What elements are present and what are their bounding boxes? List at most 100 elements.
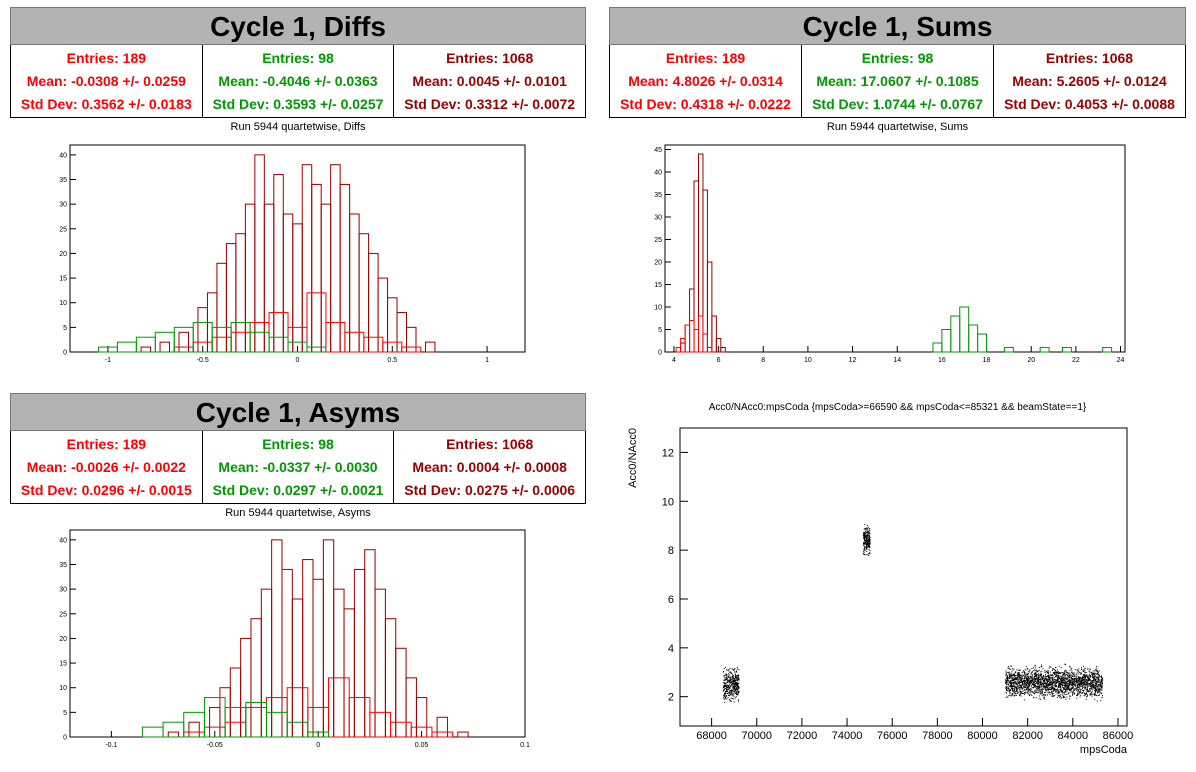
scatter-point [728, 675, 730, 677]
scatter-point [1064, 675, 1066, 677]
scatter-point [1018, 684, 1020, 686]
scatter-point [1076, 688, 1078, 690]
scatter-point [724, 697, 726, 699]
scatter-point [1023, 692, 1025, 694]
scatter-point [1077, 689, 1079, 691]
scatter-point [1069, 684, 1071, 686]
scatter-point [867, 530, 869, 532]
scatter-point [1075, 688, 1077, 690]
scatter-point [1058, 694, 1060, 696]
scatter-point [1059, 672, 1061, 674]
scatter-point [1040, 690, 1042, 692]
scatter-point [1076, 686, 1078, 688]
scatter-point [1054, 669, 1056, 671]
scatter-point [1026, 667, 1028, 669]
scatter-point [732, 680, 734, 682]
scatter-point [1016, 679, 1018, 681]
scatter-point [1083, 682, 1085, 684]
scatter-point [1048, 677, 1050, 679]
scatter-point [1042, 680, 1044, 682]
scatter-point [867, 534, 869, 536]
scatter-point [1056, 673, 1058, 675]
scatter-point [732, 690, 734, 692]
scatter-point [1040, 686, 1042, 688]
scatter-point [1043, 697, 1045, 699]
histogram-bar [401, 346, 422, 353]
scatter-point [1030, 680, 1032, 682]
scatter-point [1014, 693, 1016, 695]
scatter-point [1038, 688, 1040, 690]
scatter-point [1032, 680, 1034, 682]
scatter-point [1074, 668, 1076, 670]
scatter-point [1063, 696, 1065, 698]
scatter-point [1029, 688, 1031, 690]
scatter-point [1040, 666, 1042, 668]
scatter-point [1019, 689, 1021, 691]
scatter-point [1041, 688, 1043, 690]
y-tick-label: 45 [654, 147, 662, 154]
scatter-point [738, 669, 740, 671]
histogram-bar [268, 312, 289, 353]
scatter-point [865, 528, 867, 530]
scatter-point [1022, 693, 1024, 695]
scatter-point [1069, 698, 1071, 700]
scatter-point [1087, 685, 1089, 687]
scatter-point [1024, 677, 1026, 679]
scatter-point [1014, 682, 1016, 684]
scatter-point [1017, 686, 1019, 688]
scatter-point [1080, 679, 1082, 681]
scatter-point [1027, 688, 1029, 690]
scatter-point [1063, 673, 1065, 675]
scatter-point [1077, 681, 1079, 683]
scatter-point [736, 686, 738, 688]
scatter-point [1071, 694, 1073, 696]
scatter-point [1043, 679, 1045, 681]
scatter-point [1049, 694, 1051, 696]
scatter-point [735, 686, 737, 688]
scatter-point [736, 690, 738, 692]
scatter-point [1037, 687, 1039, 689]
scatter-point [869, 542, 871, 544]
scatter-point [1082, 685, 1084, 687]
scatter-point [729, 690, 731, 692]
scatter-points [722, 523, 1104, 703]
scatter-point [1092, 673, 1094, 675]
scatter-point [1026, 674, 1028, 676]
scatter-point [1071, 692, 1073, 694]
scatter-point [1064, 683, 1066, 685]
scatter-point [1093, 686, 1095, 688]
scatter-point [863, 548, 865, 550]
scatter-point [1061, 676, 1063, 678]
scatter-point [1019, 680, 1021, 682]
scatter-point [1076, 684, 1078, 686]
scatter-point [1028, 684, 1030, 686]
scatter-point [1031, 694, 1033, 696]
scatter-point [738, 677, 740, 679]
scatter-point [1091, 688, 1093, 690]
scatter-point [734, 689, 736, 691]
scatter-point [1044, 681, 1046, 683]
scatter-point [868, 533, 870, 535]
scatter-point [1068, 685, 1070, 687]
y-tick-label: 25 [59, 226, 67, 233]
scatter-point [1063, 681, 1065, 683]
scatter-point [1049, 684, 1051, 686]
histogram-bar [706, 261, 713, 353]
scatter-point [1062, 692, 1064, 694]
scatter-point [1062, 693, 1064, 695]
scatter-point [1016, 681, 1018, 683]
asyms-title: Cycle 1, Asyms [10, 393, 586, 431]
scatter-point [729, 700, 731, 702]
scatter-point [1044, 685, 1046, 687]
scatter-point [1095, 668, 1097, 670]
scatter-point [1060, 690, 1062, 692]
histogram-bar [328, 677, 350, 738]
scatter-point [1057, 672, 1059, 674]
histogram-bar [188, 721, 200, 738]
scatter-point [735, 675, 737, 677]
scatter-point [1037, 687, 1039, 689]
scatter-point [1046, 689, 1048, 691]
scatter-point [1046, 676, 1048, 678]
scatter-point [1092, 676, 1094, 678]
scatter-point [732, 674, 734, 676]
